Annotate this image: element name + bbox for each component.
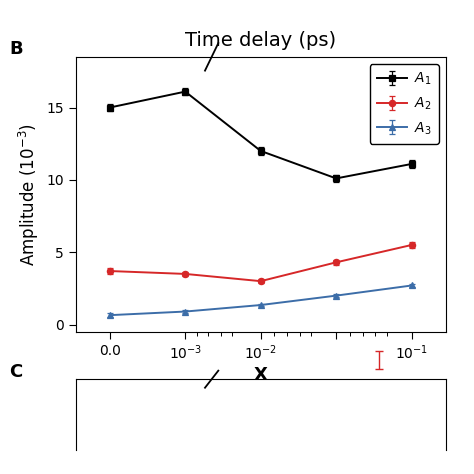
- Y-axis label: Amplitude ($10^{-3}$): Amplitude ($10^{-3}$): [17, 123, 41, 266]
- Text: B: B: [9, 40, 23, 58]
- Text: C: C: [9, 363, 23, 381]
- Legend: $A_1$, $A_2$, $A_3$: $A_1$, $A_2$, $A_3$: [370, 64, 438, 144]
- X-axis label: X: X: [254, 366, 268, 384]
- Title: Time delay (ps): Time delay (ps): [185, 31, 336, 50]
